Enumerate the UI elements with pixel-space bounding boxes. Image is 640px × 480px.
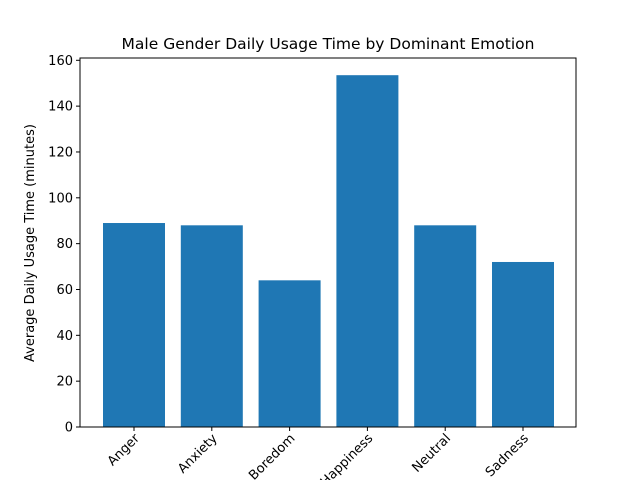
x-tick-label-anger: Anger — [105, 431, 143, 469]
x-tick-label-neutral: Neutral — [409, 431, 454, 476]
chart-title: Male Gender Daily Usage Time by Dominant… — [122, 35, 535, 53]
y-tick-label: 120 — [48, 145, 73, 160]
y-tick-label: 20 — [56, 375, 73, 390]
plot-frame — [79, 57, 577, 428]
bar-happiness — [336, 75, 399, 427]
y-tick-label: 160 — [48, 54, 73, 69]
y-tick-label: 140 — [48, 100, 73, 115]
y-tick-label: 0 — [65, 421, 73, 436]
bar-anxiety — [180, 225, 243, 427]
bar-sadness — [492, 261, 554, 427]
x-tick-label-sadness: Sadness — [483, 431, 532, 480]
bars-group — [103, 75, 554, 427]
x-tick-label-boredom: Boredom — [246, 431, 298, 480]
y-tick-label: 80 — [56, 237, 73, 252]
x-tick-label-happiness: Happiness — [318, 431, 377, 480]
bar-neutral — [414, 225, 477, 427]
y-tick-label: 40 — [56, 329, 73, 344]
y-ticks-group: 0 20 40 60 80 100 120 140 160 — [48, 54, 80, 436]
y-tick-label: 60 — [56, 283, 73, 298]
bar-anger — [103, 223, 165, 427]
x-tick-label-anxiety: Anxiety — [175, 431, 221, 477]
x-ticks-group: Anger Anxiety Boredom Happiness Neutral Sadne… — [105, 427, 532, 480]
y-tick-label: 100 — [48, 191, 73, 206]
y-axis-label: Average Daily Usage Time (minutes) — [23, 124, 38, 362]
bar-boredom — [258, 280, 321, 427]
